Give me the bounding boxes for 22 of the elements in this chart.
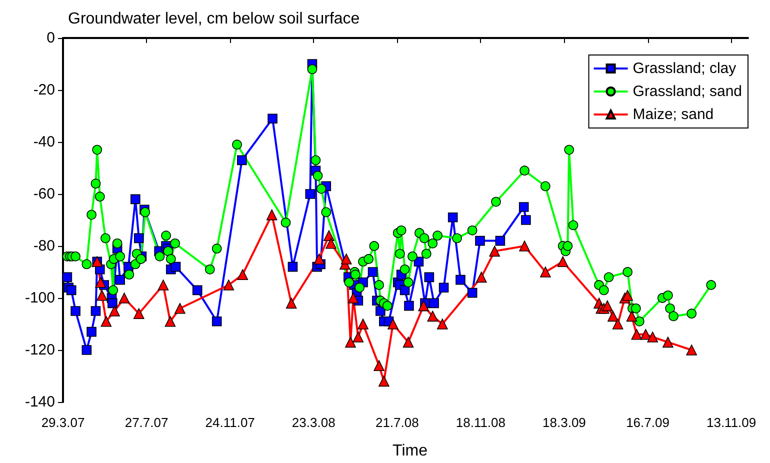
legend-label: Grassland; clay [632, 60, 737, 77]
x-tick-label: 18.11.08 [456, 415, 506, 430]
x-tick-label: 21.7.08 [375, 415, 419, 430]
y-tick-label: 0 [46, 30, 55, 46]
y-tick-label: -140 [24, 394, 55, 410]
x-tick-label: 29.3.07 [41, 415, 85, 430]
legend-label: Grassland; sand [632, 83, 742, 100]
x-tick-label: 24.11.07 [205, 415, 255, 430]
y-tick-label: -40 [33, 134, 55, 150]
x-tick-label: 16.7.09 [626, 415, 670, 430]
x-tick-label: 27.7.07 [124, 415, 168, 430]
y-tick-label: -60 [33, 186, 55, 202]
y-tick-label: -100 [24, 290, 55, 306]
y-tick-label: -20 [33, 82, 55, 98]
x-tick-label: 18.3.09 [542, 415, 586, 430]
x-tick-label: 13.11.09 [706, 415, 756, 430]
legend-label: Maize; sand [632, 106, 714, 123]
y-tick-label: -120 [24, 342, 55, 358]
y-tick-label: -80 [33, 238, 55, 254]
chart-title: Groundwater level, cm below soil surface [68, 10, 360, 28]
x-tick-label: 23.3.08 [292, 415, 336, 430]
x-axis-title: Time [392, 442, 428, 460]
